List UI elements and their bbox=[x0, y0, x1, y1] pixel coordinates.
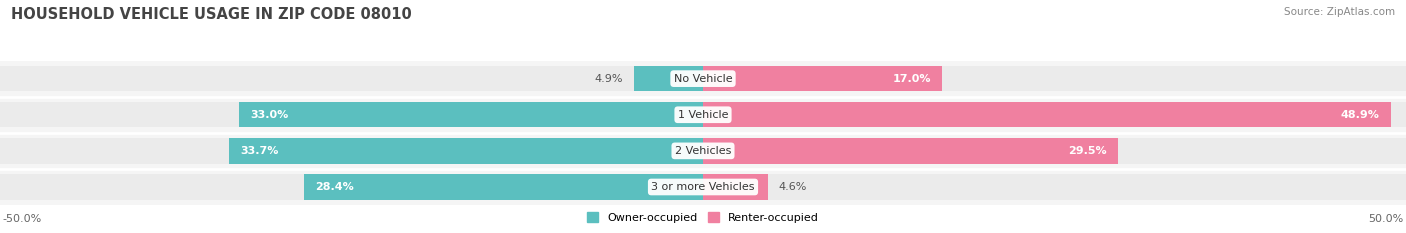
Bar bbox=[703, 66, 942, 91]
Bar bbox=[0, 133, 1406, 169]
Text: 29.5%: 29.5% bbox=[1069, 146, 1107, 156]
Bar bbox=[0, 102, 703, 127]
Bar bbox=[703, 174, 768, 200]
Bar bbox=[0, 174, 703, 200]
Legend: Owner-occupied, Renter-occupied: Owner-occupied, Renter-occupied bbox=[582, 208, 824, 227]
Text: No Vehicle: No Vehicle bbox=[673, 74, 733, 84]
Text: 1 Vehicle: 1 Vehicle bbox=[678, 110, 728, 120]
Text: 3 or more Vehicles: 3 or more Vehicles bbox=[651, 182, 755, 192]
Bar bbox=[0, 97, 1406, 133]
Bar bbox=[634, 66, 703, 91]
Text: HOUSEHOLD VEHICLE USAGE IN ZIP CODE 08010: HOUSEHOLD VEHICLE USAGE IN ZIP CODE 0801… bbox=[11, 7, 412, 22]
Text: 4.6%: 4.6% bbox=[779, 182, 807, 192]
Text: 33.0%: 33.0% bbox=[250, 110, 288, 120]
Bar bbox=[703, 102, 1406, 127]
Text: 33.7%: 33.7% bbox=[240, 146, 278, 156]
Bar bbox=[703, 102, 1391, 127]
Text: Source: ZipAtlas.com: Source: ZipAtlas.com bbox=[1284, 7, 1395, 17]
Bar bbox=[304, 174, 703, 200]
Bar bbox=[229, 138, 703, 164]
Bar bbox=[0, 61, 1406, 97]
Bar bbox=[0, 169, 1406, 205]
Bar bbox=[703, 66, 1406, 91]
Bar bbox=[703, 138, 1406, 164]
Text: 17.0%: 17.0% bbox=[893, 74, 931, 84]
Bar bbox=[0, 66, 703, 91]
Text: -50.0%: -50.0% bbox=[3, 214, 42, 224]
Text: 48.9%: 48.9% bbox=[1340, 110, 1379, 120]
Text: 50.0%: 50.0% bbox=[1368, 214, 1403, 224]
Bar bbox=[703, 138, 1118, 164]
Text: 2 Vehicles: 2 Vehicles bbox=[675, 146, 731, 156]
Text: 4.9%: 4.9% bbox=[595, 74, 623, 84]
Bar bbox=[0, 138, 703, 164]
Bar bbox=[703, 174, 1406, 200]
Bar bbox=[239, 102, 703, 127]
Text: 28.4%: 28.4% bbox=[315, 182, 354, 192]
